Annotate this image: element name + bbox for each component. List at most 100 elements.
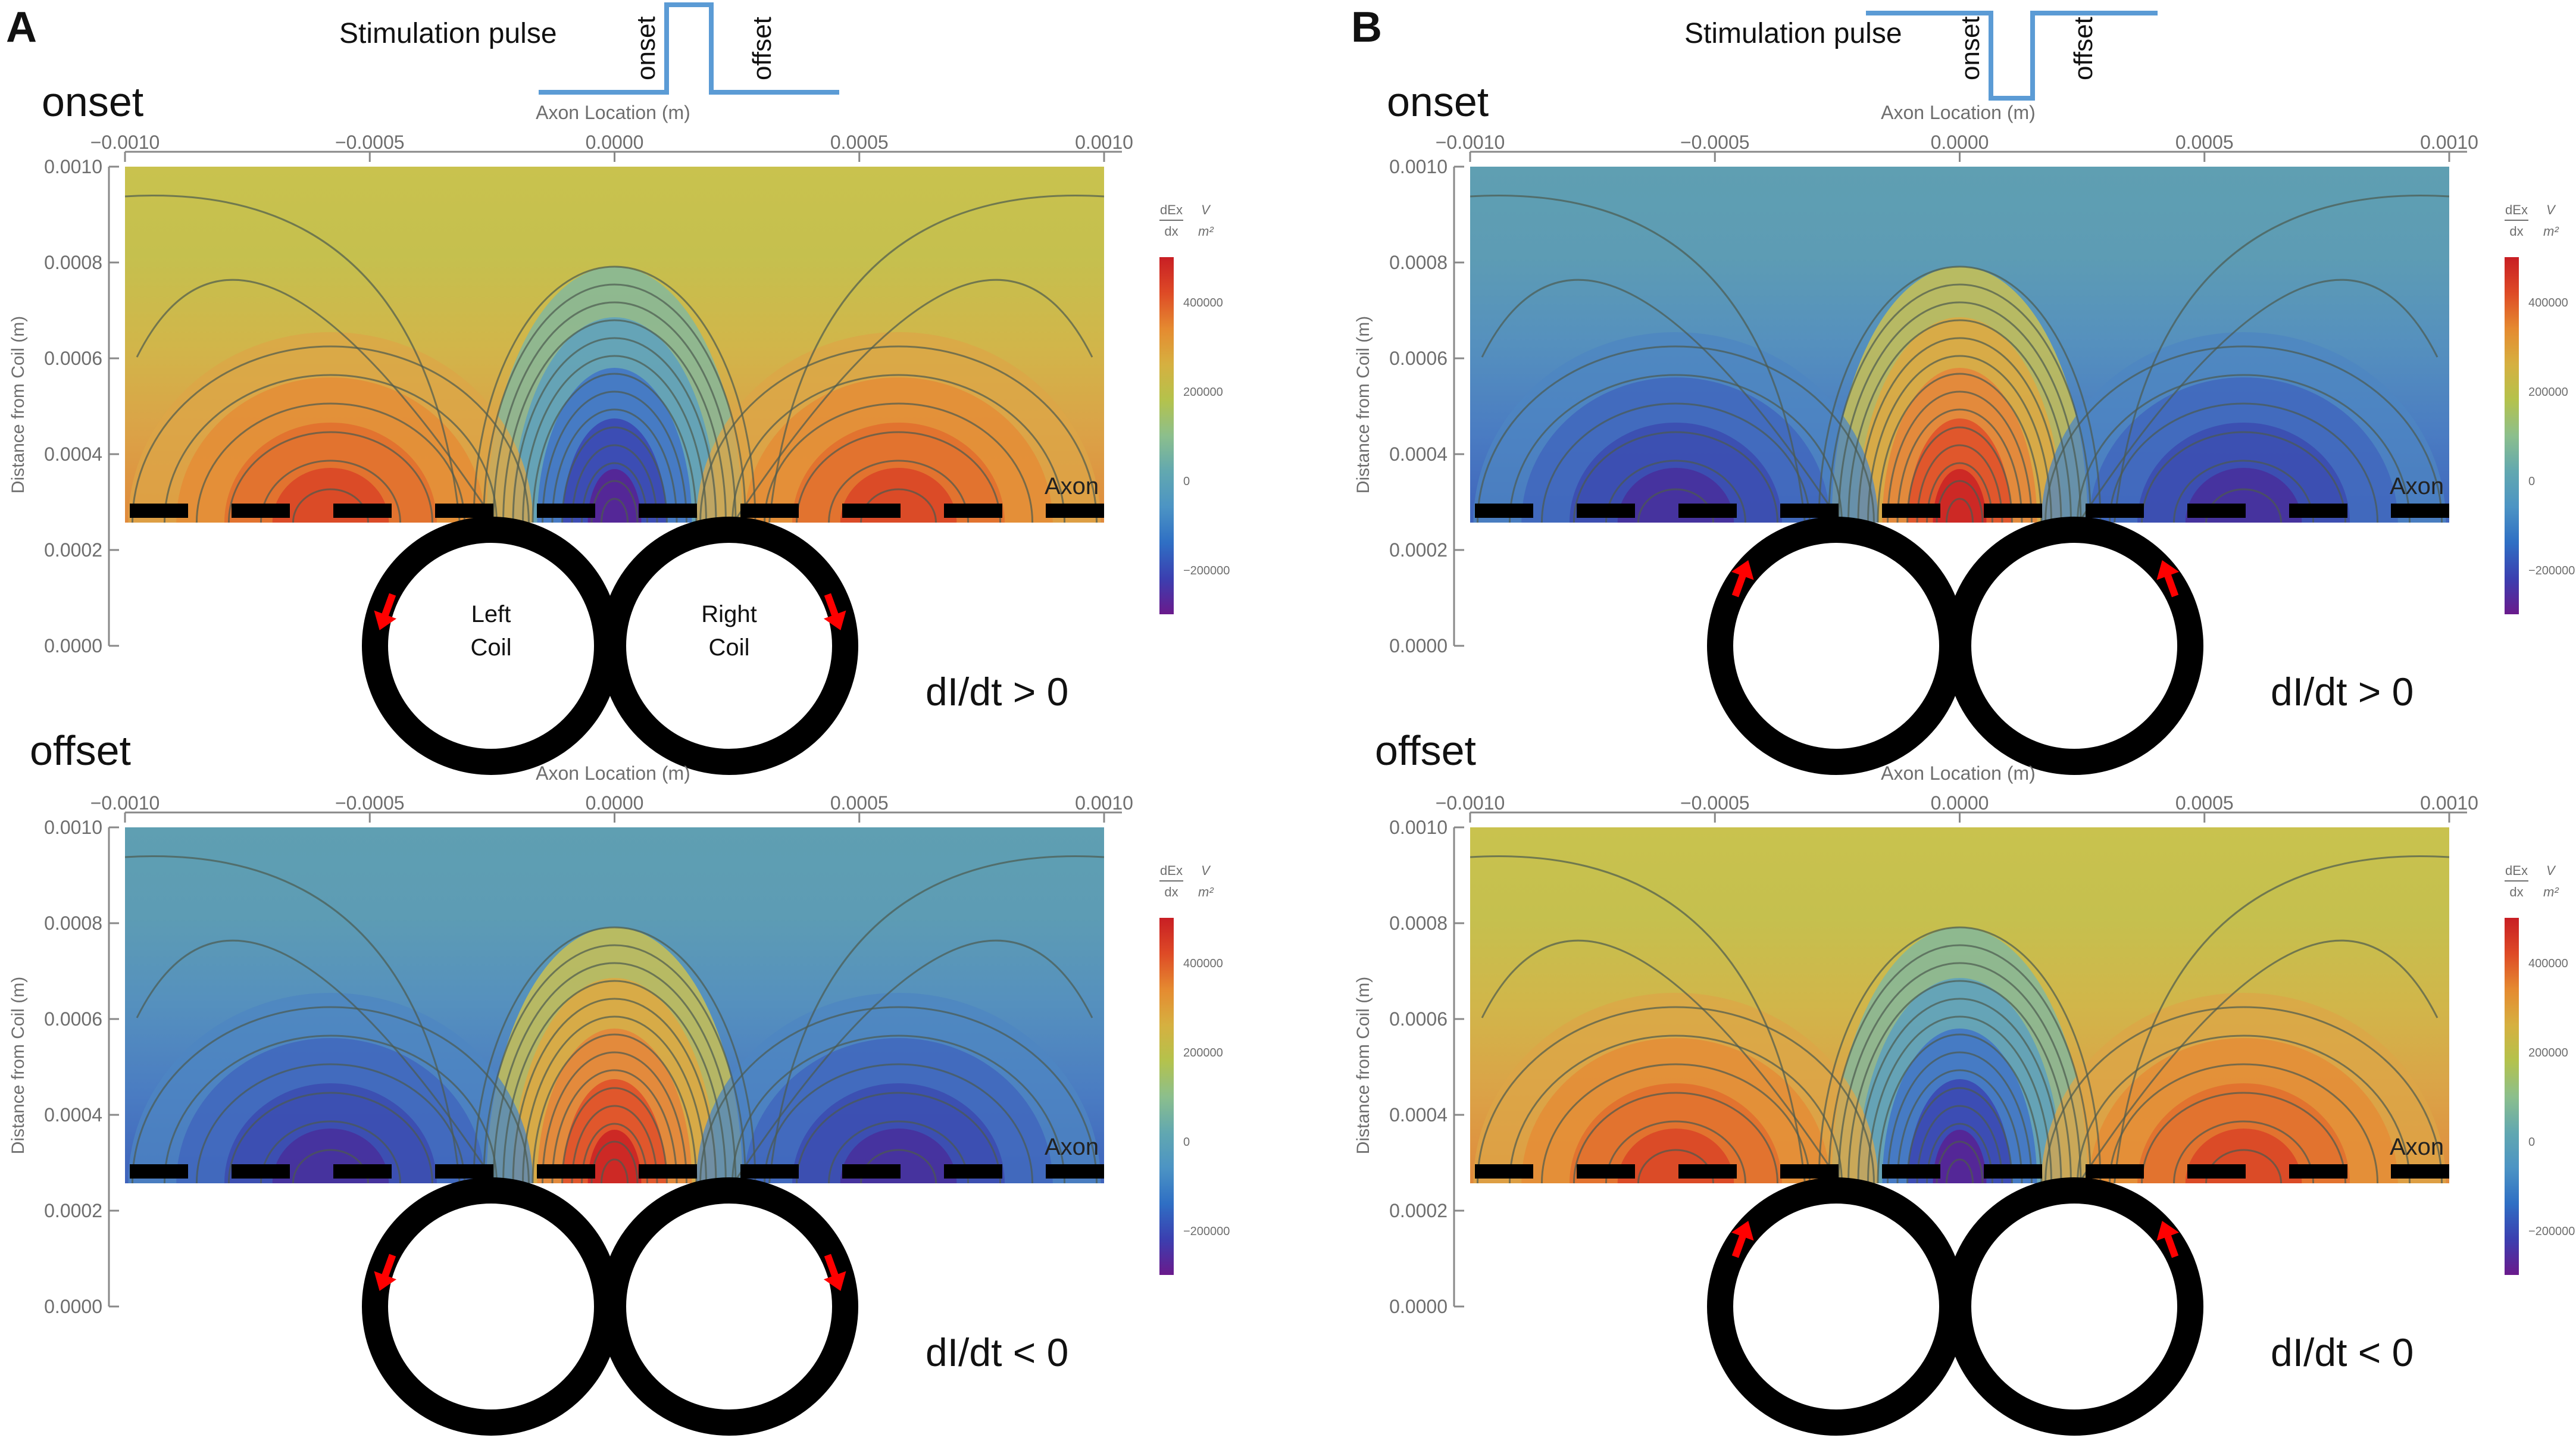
y-tick-label: 0.0008 [44, 252, 102, 273]
contour-line [1541, 1063, 1811, 1183]
colorbar-tick-label: −200000 [2528, 1225, 2575, 1238]
contour-line [1887, 390, 2033, 523]
center-lobe [1933, 1130, 1987, 1183]
contour-line [1477, 1006, 1875, 1183]
axon-segment [1984, 504, 2042, 518]
contour-line [228, 1092, 433, 1183]
colorbar-tick-label: 200000 [2528, 386, 2568, 399]
x-axis-label: Axon Location (m) [1881, 102, 2036, 123]
x-tick-label: −0.0005 [1680, 792, 1750, 814]
contour-line [2044, 1006, 2443, 1183]
contour-line [768, 195, 1104, 523]
contour-line [132, 345, 530, 523]
colorbar [1159, 918, 1174, 1275]
contour-line [1946, 1158, 1974, 1183]
contour-line [1847, 980, 2072, 1183]
contour-line [512, 998, 717, 1183]
y-axis-label: Distance from Coil (m) [1353, 316, 1373, 493]
x-tick-label: 0.0000 [1931, 132, 1989, 153]
axon-segment [740, 1164, 799, 1179]
colorbar-label-denom: dx [2509, 884, 2523, 899]
condition-label: dI/dt > 0 [2271, 670, 2414, 714]
contour-line [1906, 426, 2013, 523]
axon-segment [537, 504, 595, 518]
current-arrow-icon [374, 593, 397, 630]
x-tick-label: −0.0005 [1680, 132, 1750, 153]
colorbar-label-numer: dEx [2505, 202, 2528, 217]
axon-segment [1882, 1164, 1940, 1179]
colorbar-label-numer: dEx [2505, 863, 2528, 878]
x-tick-label: 0.0005 [2175, 132, 2234, 153]
colorbar-tick-label: −200000 [2528, 564, 2575, 577]
contour-line [1509, 1034, 1843, 1183]
contour-line [164, 1034, 498, 1183]
arrow-shaft [2164, 572, 2179, 598]
contour-line [590, 1140, 639, 1183]
x-tick-label: −0.0010 [90, 132, 160, 153]
contour-line [512, 337, 717, 523]
axon-segment [130, 1164, 188, 1179]
panel-a-subplot-0: −0.0010 −0.0005 0.0000 0.0005 0.0010 0.0000 0.… [8, 79, 1230, 775]
x-tick-label: 0.0010 [1075, 792, 1133, 814]
colorbar [1159, 257, 1174, 614]
pulse-offset-label: offset [748, 17, 777, 80]
colorbar-label-denom: dx [2509, 224, 2523, 239]
contour-line [561, 426, 668, 523]
center-lobe [1933, 469, 1987, 523]
pulse-title: Stimulation pulse [1684, 18, 1902, 49]
contour-line [571, 1105, 658, 1183]
contour-line [1573, 431, 1778, 523]
phase-label: offset [1375, 727, 1476, 774]
contour-line [1573, 1092, 1778, 1183]
axon-segment [2289, 1164, 2347, 1179]
contour-line [125, 855, 461, 1183]
contour-line [1887, 1051, 2033, 1183]
phase-label: onset [1387, 79, 1489, 125]
contour-line [1828, 944, 2092, 1183]
contour-line [551, 408, 678, 523]
axon-segment [842, 1164, 901, 1179]
axon-segment [2187, 504, 2246, 518]
contour-line [764, 402, 1033, 523]
contour-line [1828, 283, 2092, 523]
colorbar-tick-label: 200000 [1183, 386, 1223, 399]
pulse-title: Stimulation pulse [339, 18, 557, 49]
field-lobes [1470, 195, 2449, 523]
contour-line [796, 431, 1001, 523]
colorbar-unit-denom: m² [1198, 884, 1214, 899]
contour-line [1470, 855, 1806, 1183]
contour-line [1946, 498, 1974, 523]
arrow-head [823, 610, 846, 630]
y-tick-label: 0.0006 [1389, 1008, 1448, 1030]
contour-line [1936, 480, 1984, 523]
contour-line [699, 345, 1098, 523]
axon-segment [740, 504, 799, 518]
contour-line [2114, 855, 2449, 1183]
contour-line [136, 279, 496, 523]
contour-line [196, 1063, 465, 1183]
colorbar-tick-label: 200000 [1183, 1046, 1223, 1059]
axon-segment [2187, 1164, 2246, 1179]
contour-line [733, 279, 1093, 523]
y-tick-label: 0.0004 [44, 443, 102, 465]
panel-b-subplot-0: −0.0010 −0.0005 0.0000 0.0005 0.0010 0.0000 0.… [1353, 79, 2575, 775]
y-tick-label: 0.0000 [1389, 1296, 1448, 1317]
x-tick-label: −0.0010 [90, 792, 160, 814]
right-coil [1945, 517, 2203, 775]
contour-line [532, 373, 698, 523]
x-tick-label: 0.0010 [2420, 792, 2478, 814]
y-axis-label: Distance from Coil (m) [1353, 977, 1373, 1154]
colorbar-tick-label: 400000 [2528, 957, 2568, 970]
colorbar-unit-denom: m² [2543, 224, 2559, 239]
contour-line [1936, 1140, 1984, 1183]
contour-line [768, 855, 1104, 1183]
y-axis-label: Distance from Coil (m) [8, 316, 28, 493]
contour-line [1481, 279, 1842, 523]
coil-label-line: Coil [709, 635, 750, 661]
contour-line [2077, 1034, 2411, 1183]
y-tick-label: 0.0008 [44, 912, 102, 934]
contour-line [1896, 1069, 2023, 1183]
stimulation-pulse-b: Stimulation pulse onset offset B [1351, 4, 2158, 101]
contour-line [860, 488, 937, 523]
